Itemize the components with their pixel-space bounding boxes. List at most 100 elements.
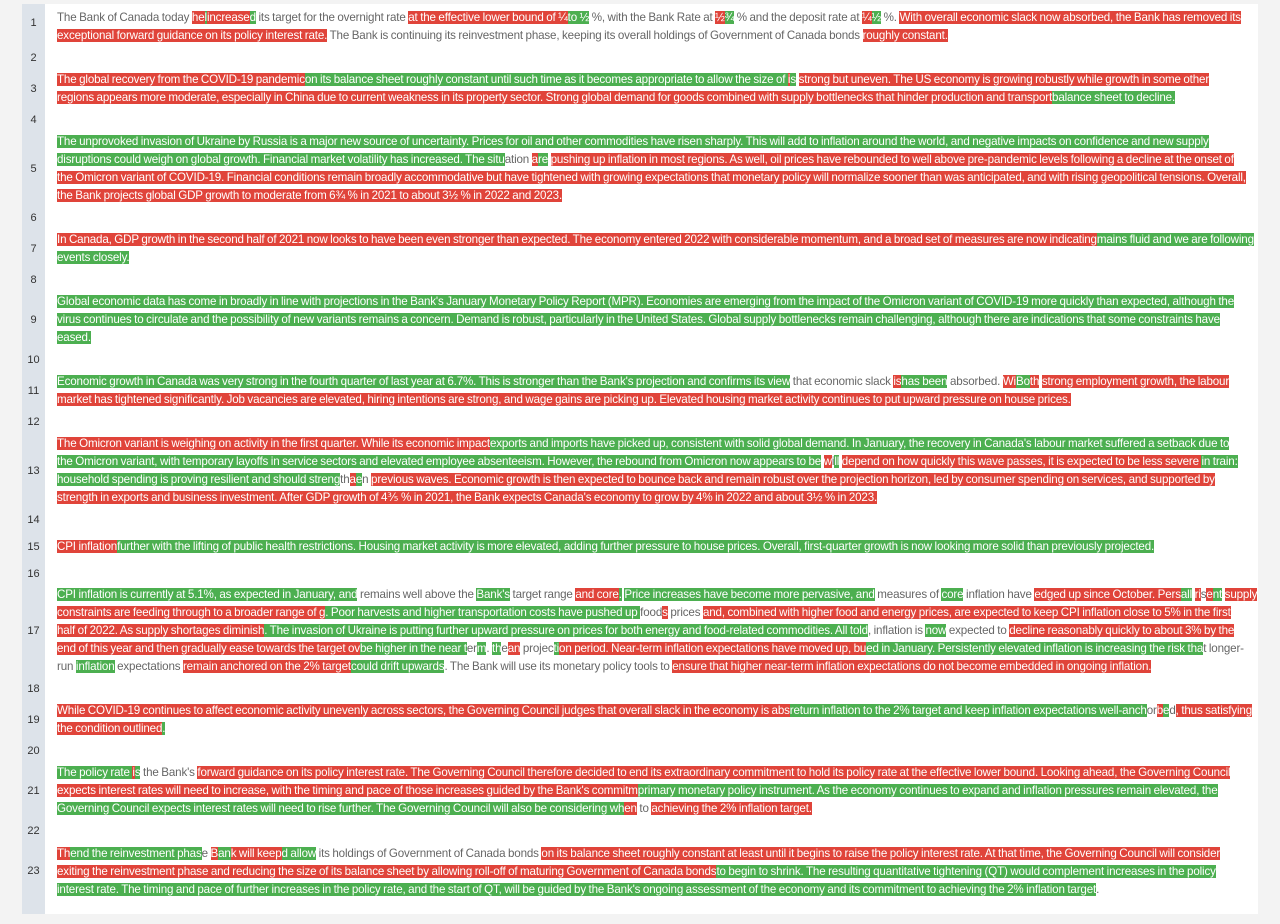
unchanged-text: n: [362, 473, 372, 486]
deleted-text: and core: [575, 588, 619, 601]
diff-line: Economic growth in Canada was very stron…: [57, 373, 1247, 391]
deleted-text: k will keep: [230, 847, 282, 860]
unchanged-text: its target for the overnight rate: [255, 11, 409, 24]
deleted-text: a: [349, 473, 356, 486]
inserted-text: to ½: [567, 11, 590, 24]
line-number-gutter: 1 2 3 4 5 6 7 8 9 10 11 12 13 14 15 16 17 18 19 20 21 22 23: [22, 4, 45, 914]
diff-line: household spending is proving resilient …: [57, 471, 1247, 489]
diff-line: interest rate. The timing and pace of fu…: [57, 881, 1247, 899]
inserted-text: l: [204, 11, 207, 24]
deleted-text: half of 2022. As supply shortages dimini…: [57, 624, 265, 637]
line-number: 22: [27, 825, 40, 837]
deleted-text: , thus satisfying: [1175, 704, 1253, 717]
diff-line: exceptional forward guidance on its poli…: [57, 27, 1247, 45]
diff-paragraph: The Omicron variant is weighing on activ…: [57, 435, 1247, 507]
unchanged-text: food: [640, 606, 663, 619]
diff-line: market has tightened significantly. Job …: [57, 391, 1247, 409]
inserted-text: s: [790, 73, 796, 86]
inserted-text: events closely.: [57, 251, 130, 264]
diff-paragraph: The global recovery from the COVID-19 pa…: [57, 71, 1247, 107]
inserted-text: ti: [553, 642, 560, 655]
diff-line: regions appears more moderate, especiall…: [57, 89, 1247, 107]
inserted-text: The unprovoked invasion of Ukraine by Ru…: [57, 135, 1209, 148]
deleted-text: The global recovery from the COVID-19 pa…: [57, 73, 305, 86]
inserted-text: ed in January. Persistently elevated inf…: [866, 642, 1204, 655]
line-number: 6: [30, 212, 37, 224]
inserted-text: . Poor harvests and higher transportatio…: [325, 606, 641, 619]
line-number: 17: [27, 625, 40, 637]
diff-paragraph: CPI inflation is currently at 5.1%, as e…: [57, 586, 1257, 676]
diff-line: The policy rate is the Bank's forward gu…: [57, 764, 1247, 782]
inserted-text: virus continues to circulate and the pos…: [57, 313, 1220, 326]
diff-paragraph: Thend the reinvestment phase Bank will k…: [57, 845, 1247, 899]
diff-paragraph: The policy rate is the Bank's forward gu…: [57, 764, 1247, 818]
diff-paragraph: While COVID-19 continues to affect econo…: [57, 702, 1252, 738]
diff-paragraph: In Canada, GDP growth in the second half…: [57, 231, 1254, 267]
deleted-text: the Omicron variant of COVID-19. Financi…: [57, 171, 1246, 184]
deleted-text: expects interest rates will need to incr…: [57, 784, 638, 797]
diff-line: constraints are feeding through to a bro…: [57, 604, 1247, 622]
deleted-text: strong but uneven. The US economy is gro…: [798, 73, 1210, 86]
unchanged-text: % and the deposit rate at: [734, 11, 863, 24]
line-number: 11: [27, 385, 40, 397]
diff-paragraph: The unprovoked invasion of Ukraine by Ru…: [57, 133, 1247, 205]
inserted-text: balance sheet to decline.: [1052, 91, 1176, 104]
unchanged-text: that economic slack: [790, 375, 894, 388]
inserted-text: the Omicron variant, with temporary layo…: [57, 455, 822, 468]
inserted-text: d: [249, 11, 256, 24]
inserted-text: end the reinvestment phas: [70, 847, 202, 860]
deleted-text: ¼: [862, 11, 872, 24]
unchanged-text: .: [486, 642, 492, 655]
unchanged-text: e: [201, 847, 211, 860]
deleted-text: an: [507, 642, 521, 655]
diff-line: The global recovery from the COVID-19 pa…: [57, 71, 1247, 89]
deleted-text: at the effective lower bound of ¼: [408, 11, 568, 24]
deleted-text: remain anchored on the 2% target: [182, 660, 351, 673]
inserted-text: an: [218, 847, 231, 860]
inserted-text: mains fluid and we are following: [1096, 233, 1254, 246]
deleted-text: supply: [1224, 588, 1258, 601]
unchanged-text: target range: [509, 588, 576, 601]
unchanged-text: . The Bank will use its monetary policy …: [444, 660, 673, 673]
deleted-text: and, combined with higher food and energ…: [702, 606, 1231, 619]
inserted-text: Global economic data has come in broadly…: [57, 295, 1235, 308]
inserted-text: interest rate. The timing and pace of fu…: [57, 883, 1097, 896]
line-number: 5: [30, 163, 37, 175]
deleted-text: s: [662, 606, 668, 619]
deleted-text: he: [191, 11, 205, 24]
unchanged-text: its holdings of Government of Canada bon…: [316, 847, 542, 860]
diff-line: run inflation expectations remain anchor…: [57, 658, 1247, 676]
unchanged-text: prices: [667, 606, 703, 619]
line-number: 2: [30, 52, 37, 64]
line-number: 4: [30, 114, 37, 126]
inserted-text: d allow: [281, 847, 317, 860]
line-number: 23: [27, 865, 40, 877]
deleted-text: is: [893, 375, 902, 388]
inserted-text: inflation: [75, 660, 115, 673]
line-number: 20: [27, 745, 40, 757]
line-number: 13: [27, 465, 40, 477]
inserted-text: in train:: [1201, 455, 1238, 468]
deleted-text: B: [210, 847, 219, 860]
deleted-text: Th: [57, 847, 71, 860]
deleted-text: previous waves. Economic growth is then …: [371, 473, 1215, 486]
diff-line: The Omicron variant is weighing on activ…: [57, 435, 1247, 453]
line-number: 7: [30, 243, 37, 255]
diff-line: events closely.: [57, 249, 1247, 267]
deleted-text: th: [1029, 375, 1040, 388]
line-number: 9: [30, 314, 37, 326]
deleted-text: i: [132, 766, 135, 779]
inserted-text: Economic growth in Canada was very stron…: [57, 375, 791, 388]
deleted-text: exceptional forward guidance on its poli…: [57, 29, 328, 42]
deleted-text: i: [787, 73, 791, 86]
diff-line: the condition outlined.: [57, 720, 1247, 738]
inserted-text: now: [925, 624, 947, 637]
deleted-text: the Bank projects global GDP growth to m…: [57, 189, 563, 202]
deleted-text: ½: [715, 11, 725, 24]
line-number: 8: [30, 274, 37, 286]
unchanged-text: The Bank of Canada today: [57, 11, 192, 24]
inserted-text: CPI inflation is currently at 5.1%, as e…: [57, 588, 358, 601]
inserted-text: return inflation to the 2% target and ke…: [789, 704, 1147, 717]
inserted-text: nt: [1212, 588, 1223, 601]
diff-line: Governing Council expects interest rates…: [57, 800, 1247, 818]
